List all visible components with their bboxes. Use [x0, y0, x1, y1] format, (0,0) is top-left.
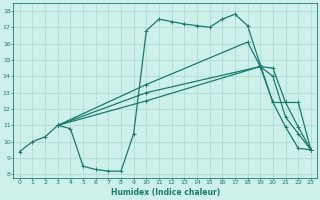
X-axis label: Humidex (Indice chaleur): Humidex (Indice chaleur) [111, 188, 220, 197]
